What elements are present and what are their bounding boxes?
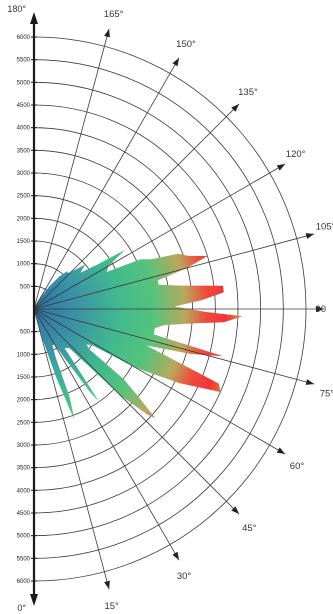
spoke-arrowhead [172,57,179,67]
angle-label-135: 135° [238,87,258,98]
tick-label: 6000 [17,579,31,585]
angle-label-90: 90 [315,304,326,315]
spoke-arrowhead [305,379,315,385]
angle-label-165: 165° [104,9,124,20]
tick-label: 1500 [17,375,31,381]
tick-label: 3000 [17,443,31,449]
radial-axis [30,12,38,606]
tick-label: 4000 [17,488,31,494]
angle-label-120: 120° [286,149,306,160]
tick-label: 4000 [17,126,31,132]
spoke-line [33,103,240,310]
tick-label: 3500 [17,466,31,472]
tick-label: 5000 [17,534,31,540]
tick-label: 1500 [17,239,31,245]
spoke-line [33,163,286,310]
tick-label: 500 [20,284,31,290]
spoke-line [33,308,180,561]
spoke-line [33,233,315,310]
spoke-arrowhead [104,28,110,38]
angle-label-60: 60° [290,461,305,472]
spoke-arrowhead [172,551,179,561]
angle-label-75: 75° [320,389,333,400]
tick-label: 3500 [17,148,31,154]
spoke-arrowhead [231,103,240,112]
tick-label: 2500 [17,194,31,200]
angle-label-150: 150° [176,39,196,50]
tick-label: 2500 [17,420,31,426]
spoke-line [33,308,110,590]
spoke-arrowhead [276,164,286,171]
angle-label-30: 30° [177,571,192,582]
spoke-line [33,308,286,455]
tick-label: 2000 [17,398,31,404]
spoke-line [33,308,315,385]
radial-tick-labels: 500 500 1000 1000 1500 1500 2000 2000 2500 2500 30… [17,35,31,585]
tick-label: 4500 [17,511,31,517]
spoke-line [33,57,180,310]
axis-arrow-bottom [30,594,38,606]
tick-label: 5000 [17,80,31,86]
tick-label: 3000 [17,171,31,177]
angle-label-180: 180° [7,4,26,14]
spoke-arrowhead [276,447,286,454]
spoke-arrowhead [231,506,240,515]
tick-label: 500 [20,330,31,336]
spoke-line [33,308,240,515]
spoke-arrowhead [305,233,315,239]
angle-label-15: 15° [104,601,119,612]
tick-label: 5500 [17,556,31,562]
spoke-arrowhead [104,580,110,590]
axis-arrow-top [30,12,38,24]
tick-label: 6000 [17,35,31,41]
angle-label-45: 45° [242,523,257,534]
angle-labels: 0° 15° 30° 45° 60° 75° 90 105° 120° 135° 150° 165° 1… [7,4,333,613]
tick-label: 5500 [17,58,31,64]
polar-area-series [34,249,243,420]
spoke-arrowhead [316,306,324,312]
tick-label: 1000 [17,352,31,358]
angle-spokes [33,28,324,590]
angle-label-0: 0° [17,603,26,613]
tick-label: 2000 [17,216,31,222]
angle-label-105: 105° [316,221,333,232]
tick-label: 4500 [17,103,31,109]
spoke-line [33,28,110,310]
tick-label: 1000 [17,262,31,268]
